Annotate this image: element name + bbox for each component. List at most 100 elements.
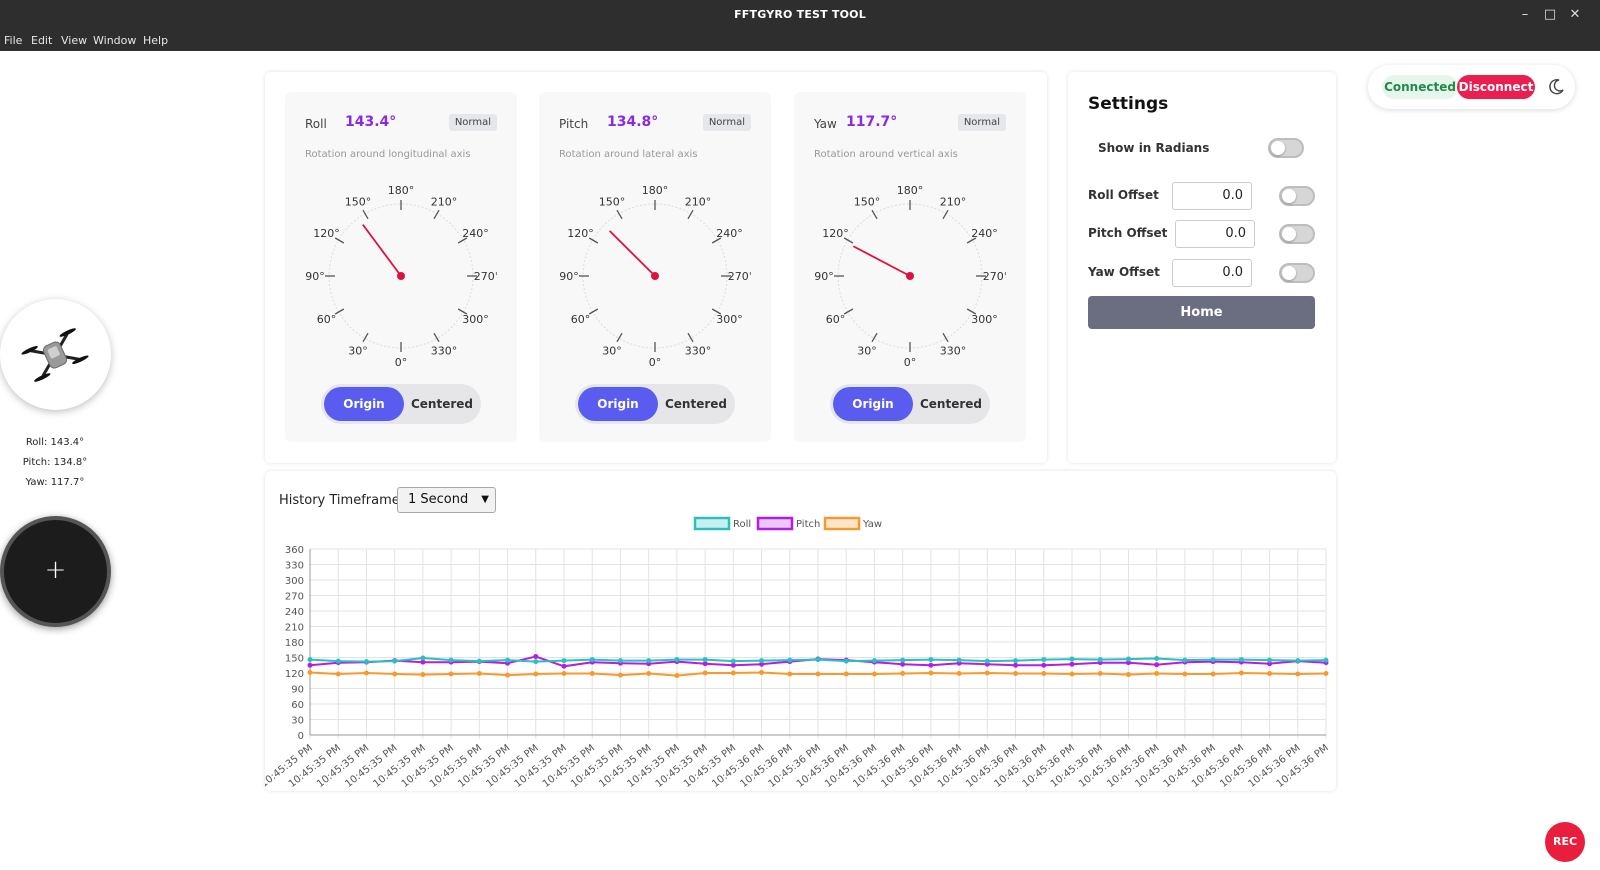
data-point-yaw: [307, 669, 313, 675]
data-point-yaw: [984, 670, 990, 676]
data-point-yaw: [1154, 671, 1160, 677]
data-point-yaw: [1323, 671, 1329, 677]
dial-tick-label: 150°: [345, 196, 372, 209]
gauge-card-pitch: Pitch 134.8° Normal Rotation around lateral…: [539, 92, 771, 442]
data-point-yaw: [589, 671, 595, 677]
maximize-button[interactable]: □: [1543, 7, 1557, 22]
dial-tick-label: 240°: [971, 227, 998, 240]
menu-help[interactable]: Help: [143, 34, 169, 47]
history-timeframe-select[interactable]: 1 Second ▼: [397, 487, 496, 513]
dial-tick: [687, 209, 694, 220]
data-point-pitch: [363, 659, 369, 665]
x-tick-label: 10:45:35 PM: [654, 743, 710, 790]
title-bar: FFTGYRO TEST TOOL – □ ✕: [0, 0, 1600, 30]
menu-bar: File Edit View Window Help: [0, 30, 1600, 51]
legend-label-roll: Roll: [733, 519, 751, 530]
status-badge: Normal: [957, 114, 1006, 131]
dial-tick: [711, 308, 722, 315]
data-point-yaw: [956, 671, 962, 677]
chevron-down-icon: ▼: [481, 494, 489, 505]
dial-tick-label: 270°: [983, 270, 1006, 283]
legend-swatch-yaw: [823, 516, 861, 531]
x-tick-label: 10:45:36 PM: [795, 743, 851, 790]
menu-file[interactable]: File: [4, 34, 23, 47]
minimize-button[interactable]: –: [1521, 7, 1529, 22]
dial-tick-label: 300°: [462, 313, 489, 326]
x-tick-label: 10:45:35 PM: [343, 743, 399, 790]
drone-icon: [21, 328, 89, 382]
pitch-offset-input[interactable]: 0.0: [1175, 220, 1255, 248]
show-radians-toggle[interactable]: [1268, 138, 1304, 158]
x-tick-label: 10:45:36 PM: [767, 743, 823, 790]
data-point-roll: [1182, 657, 1188, 663]
moon-icon[interactable]: [1546, 77, 1566, 97]
data-point-roll: [1238, 657, 1244, 663]
data-point-yaw: [646, 671, 652, 677]
data-point-pitch: [787, 659, 793, 665]
gauges-panel: Roll 143.4° Normal Rotation around longitud…: [265, 72, 1047, 463]
data-point-roll: [702, 657, 708, 663]
data-point-yaw: [1238, 670, 1244, 676]
centered-button[interactable]: Centered: [664, 397, 727, 411]
dial-tick-label: 180°: [897, 184, 924, 197]
data-point-roll: [1125, 656, 1131, 662]
data-point-yaw: [533, 671, 539, 677]
data-point-pitch: [984, 661, 990, 667]
data-point-roll: [1295, 658, 1301, 664]
gauge-dial: 0° 30° 60° 90° 120° 150° 180° 210° 240° 270° 300° 3…: [305, 184, 497, 369]
data-point-pitch: [646, 661, 652, 667]
data-point-yaw: [617, 672, 623, 678]
y-tick-label: 30: [291, 716, 304, 727]
home-button[interactable]: Home: [1088, 296, 1315, 329]
record-button[interactable]: REC: [1545, 822, 1585, 862]
yaw-offset-input[interactable]: 0.0: [1172, 259, 1252, 287]
gauge-hub: [397, 272, 405, 280]
data-point-yaw: [476, 671, 482, 677]
drone-preview[interactable]: [0, 299, 111, 410]
data-point-roll: [561, 658, 567, 664]
centered-button[interactable]: Centered: [919, 397, 982, 411]
data-point-yaw: [759, 669, 765, 675]
menu-window[interactable]: Window: [93, 34, 137, 47]
gauge-value: 134.8°: [607, 114, 659, 130]
close-button[interactable]: ✕: [1569, 7, 1581, 22]
dial-tick-label: 210°: [940, 196, 967, 209]
data-point-yaw: [674, 673, 680, 679]
status-badge: Normal: [448, 114, 497, 131]
dial-tick-label: 180°: [642, 184, 669, 197]
data-point-roll: [843, 658, 849, 664]
data-point-yaw: [1041, 671, 1047, 677]
gauge-value: 143.4°: [345, 114, 397, 130]
x-tick-label: 10:45:35 PM: [626, 743, 682, 790]
x-tick-label: 10:45:35 PM: [484, 743, 540, 790]
add-button[interactable]: +: [0, 516, 111, 627]
origin-button[interactable]: Origin: [833, 387, 913, 421]
data-point-yaw: [1295, 671, 1301, 677]
data-point-roll: [589, 657, 595, 663]
dial-tick-label: 120°: [822, 227, 849, 240]
yaw-offset-toggle[interactable]: [1279, 263, 1315, 283]
data-point-roll: [984, 658, 990, 664]
data-point-yaw: [928, 670, 934, 676]
data-point-pitch: [956, 660, 962, 666]
dial-tick: [966, 308, 977, 315]
data-point-yaw: [1069, 671, 1075, 677]
menu-view[interactable]: View: [61, 34, 88, 47]
dial-tick-label: 60°: [571, 313, 591, 326]
roll-offset-input[interactable]: 0.0: [1172, 182, 1252, 210]
data-point-pitch: [1097, 660, 1103, 666]
roll-offset-toggle[interactable]: [1279, 186, 1315, 206]
data-point-yaw: [363, 670, 369, 676]
centered-button[interactable]: Centered: [410, 397, 473, 411]
gauge-dial: 0° 30° 60° 90° 120° 150° 180° 210° 240° 270° 300° 3…: [559, 184, 751, 369]
origin-button[interactable]: Origin: [578, 387, 658, 421]
dial-tick: [616, 209, 623, 220]
data-point-pitch: [928, 662, 934, 668]
data-point-roll: [1069, 656, 1075, 662]
origin-button[interactable]: Origin: [324, 387, 404, 421]
pitch-offset-toggle[interactable]: [1279, 224, 1315, 244]
data-point-roll: [363, 659, 369, 665]
menu-edit[interactable]: Edit: [31, 34, 53, 47]
disconnect-button[interactable]: Disconnect: [1457, 75, 1535, 99]
dial-tick-label: 300°: [716, 313, 743, 326]
